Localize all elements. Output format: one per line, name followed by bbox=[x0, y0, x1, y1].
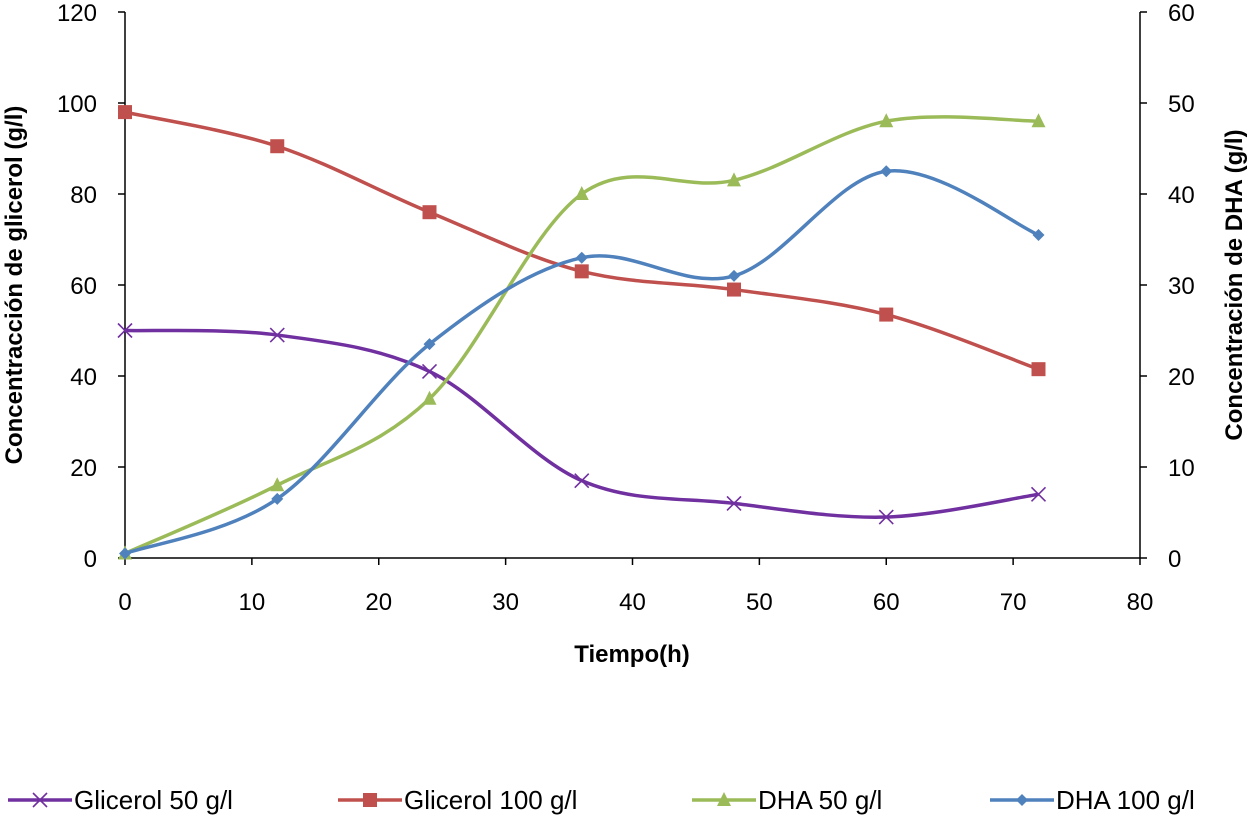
left-y-tick-label: 40 bbox=[70, 364, 97, 391]
data-point bbox=[271, 492, 284, 505]
data-point bbox=[270, 477, 285, 492]
axis-ticks: 0 10 20 30 40 50 60 70 80 0 20 40 60 80 100 120 0 10 20 30 4… bbox=[57, 0, 1195, 616]
data-point bbox=[879, 307, 894, 322]
legend-marker bbox=[717, 792, 731, 806]
legend-item: Glicerol 100 g/l bbox=[338, 785, 577, 815]
legend-label: DHA 50 g/l bbox=[758, 785, 882, 815]
data-point bbox=[421, 363, 438, 380]
x-tick-label: 40 bbox=[619, 589, 646, 616]
right-y-tick-label: 10 bbox=[1168, 455, 1195, 482]
x-tick-label: 80 bbox=[1127, 589, 1154, 616]
data-point bbox=[117, 322, 133, 339]
legend-marker bbox=[1016, 794, 1028, 806]
series-triangle bbox=[118, 113, 1046, 560]
data-point bbox=[270, 139, 285, 154]
right-y-tick-label: 40 bbox=[1168, 182, 1195, 209]
x-tick-label: 60 bbox=[873, 589, 900, 616]
legend-label: DHA 100 g/l bbox=[1056, 785, 1195, 815]
x-tick-label: 10 bbox=[239, 589, 266, 616]
data-point bbox=[422, 205, 437, 220]
data-point bbox=[727, 282, 741, 297]
series-square bbox=[118, 105, 1046, 377]
series-line bbox=[124, 328, 1039, 519]
data-point bbox=[119, 547, 131, 560]
left-y-tick-label: 80 bbox=[70, 182, 97, 209]
legend: Glicerol 50 g/l Glicerol 100 g/l DHA 50 g/… bbox=[8, 785, 1195, 815]
legend-marker bbox=[32, 792, 48, 808]
series-diamond bbox=[119, 165, 1045, 560]
data-point bbox=[574, 473, 590, 489]
data-point bbox=[1031, 113, 1046, 128]
left-y-tick-label: 60 bbox=[70, 273, 97, 300]
data-point bbox=[118, 105, 132, 120]
series-layer bbox=[117, 105, 1047, 560]
legend-marker bbox=[363, 793, 377, 807]
left-y-tick-label: 20 bbox=[70, 455, 97, 482]
plot-area: 0 10 20 30 40 50 60 70 80 0 20 40 60 80 100 120 0 10 20 30 4… bbox=[57, 0, 1195, 616]
series-line bbox=[124, 110, 1040, 371]
legend-label: Glicerol 50 g/l bbox=[74, 785, 233, 815]
right-y-tick-label: 20 bbox=[1168, 364, 1195, 391]
right-y-tick-label: 50 bbox=[1168, 91, 1195, 118]
left-y-tick-label: 100 bbox=[57, 91, 97, 118]
left-y-tick-label: 0 bbox=[84, 546, 97, 573]
data-point bbox=[269, 327, 285, 343]
series-x bbox=[117, 322, 1047, 525]
x-tick-label: 50 bbox=[746, 589, 773, 616]
data-point bbox=[574, 186, 589, 200]
right-y-tick-label: 30 bbox=[1168, 273, 1195, 300]
data-point bbox=[726, 495, 742, 511]
data-point bbox=[878, 509, 894, 525]
data-point bbox=[727, 172, 741, 187]
data-point bbox=[880, 165, 893, 178]
data-point bbox=[728, 269, 740, 282]
data-point bbox=[879, 113, 894, 128]
x-tick-label: 0 bbox=[118, 589, 131, 616]
right-y-tick-label: 60 bbox=[1168, 0, 1195, 27]
data-point bbox=[1031, 362, 1046, 377]
x-tick-label: 30 bbox=[492, 589, 519, 616]
legend-item: DHA 50 g/l bbox=[692, 785, 882, 815]
data-point bbox=[422, 390, 437, 405]
x-tick-label: 70 bbox=[1000, 589, 1027, 616]
right-y-axis-title: Concentración de DHA (g/l) bbox=[1221, 129, 1248, 440]
left-y-axis-title: Concentracción de glicerol (g/l) bbox=[1, 106, 28, 465]
legend-item: Glicerol 50 g/l bbox=[8, 785, 233, 815]
right-y-tick-label: 0 bbox=[1168, 546, 1181, 573]
x-tick-label: 20 bbox=[365, 589, 392, 616]
legend-item: DHA 100 g/l bbox=[990, 785, 1195, 815]
left-y-tick-label: 120 bbox=[57, 0, 97, 27]
x-axis-title: Tiempo(h) bbox=[574, 641, 690, 668]
data-point bbox=[574, 264, 589, 279]
data-point bbox=[575, 251, 588, 264]
data-point bbox=[423, 338, 436, 351]
data-point bbox=[1032, 228, 1045, 241]
data-point bbox=[1030, 486, 1047, 502]
series-line bbox=[124, 169, 1040, 556]
legend-label: Glicerol 100 g/l bbox=[404, 785, 577, 815]
